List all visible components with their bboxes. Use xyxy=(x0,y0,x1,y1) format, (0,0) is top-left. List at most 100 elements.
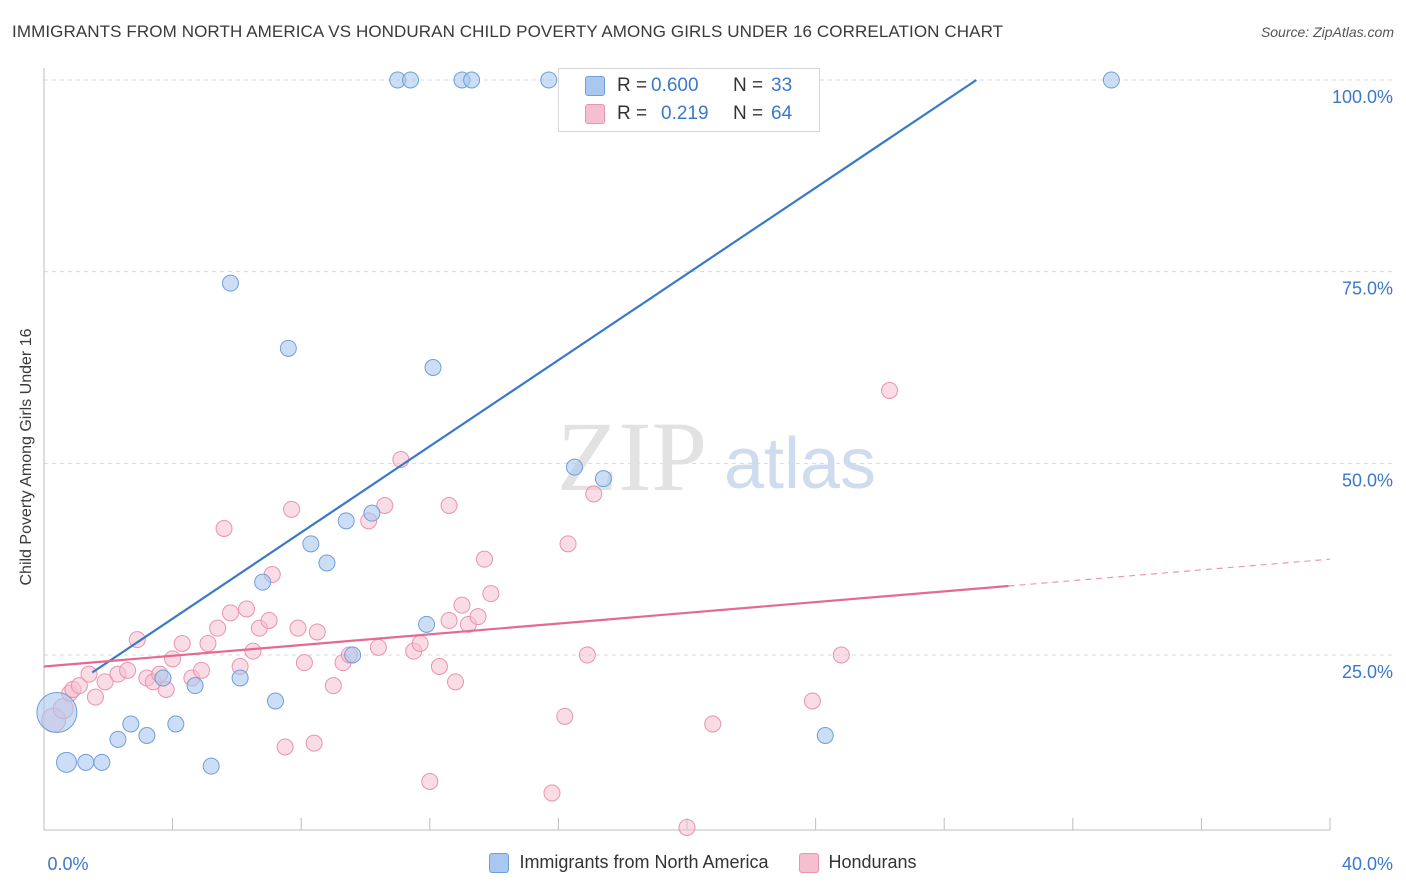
chart-title: IMMIGRANTS FROM NORTH AMERICA VS HONDURA… xyxy=(12,22,1004,41)
stats-swatch-blue xyxy=(585,76,605,96)
honduran-point xyxy=(803,692,821,710)
immigrant-point xyxy=(565,458,583,476)
trend-lines xyxy=(43,79,1331,674)
x-tick-label-min: 0.0% xyxy=(47,854,88,874)
legend-swatch-blue xyxy=(489,852,510,873)
immigrant-point xyxy=(221,274,239,292)
immigrant-point xyxy=(122,715,140,733)
watermark-zip: ZIP xyxy=(557,401,707,512)
honduran-point xyxy=(173,635,191,652)
honduran-point xyxy=(482,585,500,603)
honduran-point xyxy=(585,485,603,503)
honduran-point xyxy=(440,612,458,629)
immigrants-trend-line xyxy=(91,79,977,674)
immigrant-point xyxy=(186,677,204,695)
honduran-point xyxy=(453,596,471,614)
stats-swatch-pink xyxy=(585,104,605,124)
stats-n-value-blue: 33 xyxy=(771,75,793,96)
tick-labels: 25.0% 50.0% 75.0% 100.0% 0.0% 40.0% xyxy=(47,87,1393,874)
immigrant-point xyxy=(594,470,612,488)
legend-label-immigrants: Immigrants from North America xyxy=(519,852,769,872)
immigrant-point xyxy=(56,751,78,773)
legend-label-hondurans: Hondurans xyxy=(828,852,917,872)
immigrant-point xyxy=(36,692,78,733)
stats-n-label-blue: N = xyxy=(733,75,764,96)
immigrant-point xyxy=(540,71,558,89)
honduran-point xyxy=(80,665,98,683)
honduran-point xyxy=(96,673,114,691)
immigrant-point xyxy=(402,71,420,89)
immigrant-point xyxy=(202,757,220,775)
stats-box: R = 0.600 N = 33 R = 0.219 N = 64 xyxy=(558,68,820,132)
honduran-point xyxy=(469,608,487,626)
honduran-point xyxy=(324,677,342,695)
immigrant-point xyxy=(816,727,834,744)
honduran-point xyxy=(369,638,387,656)
honduran-point xyxy=(128,631,146,649)
immigrant-point xyxy=(1102,71,1120,89)
honduran-point xyxy=(578,646,596,664)
watermark: ZIP atlas xyxy=(557,401,876,512)
honduran-point xyxy=(283,500,301,518)
legend-item-hondurans[interactable]: Hondurans xyxy=(798,852,917,873)
honduran-point xyxy=(543,784,561,802)
immigrant-point xyxy=(231,669,249,687)
honduran-point xyxy=(164,650,182,668)
immigrant-point xyxy=(463,71,481,89)
immigrant-point xyxy=(254,573,272,591)
stats-r-label-blue: R = xyxy=(617,75,648,96)
honduran-point xyxy=(193,661,211,679)
hondurans-trend-extension xyxy=(1008,558,1331,587)
honduran-point xyxy=(260,612,278,629)
honduran-point xyxy=(295,654,313,672)
legend-item-immigrants[interactable]: Immigrants from North America xyxy=(489,852,769,873)
legend: Immigrants from North America Hondurans xyxy=(0,852,1406,873)
immigrant-point xyxy=(302,535,320,553)
honduran-point xyxy=(70,677,88,695)
honduran-point xyxy=(209,619,227,637)
stats-n-label-pink: N = xyxy=(733,103,764,124)
honduran-point xyxy=(276,738,294,756)
honduran-point xyxy=(704,715,722,733)
stats-n-value-pink: 64 xyxy=(771,103,793,124)
honduran-point xyxy=(475,550,493,568)
immigrant-point xyxy=(279,339,297,357)
x-tick-label-max: 40.0% xyxy=(1342,854,1393,874)
immigrant-point xyxy=(167,715,185,733)
honduran-point xyxy=(86,688,104,706)
immigrants-points xyxy=(36,71,1120,775)
watermark-atlas: atlas xyxy=(724,424,876,504)
honduran-point xyxy=(430,658,448,675)
honduran-point xyxy=(832,646,850,664)
honduran-point xyxy=(556,707,574,725)
immigrant-point xyxy=(109,730,127,748)
immigrant-point xyxy=(363,504,381,522)
honduran-point xyxy=(305,734,323,752)
honduran-point xyxy=(221,604,239,622)
honduran-point xyxy=(238,600,256,618)
immigrant-point xyxy=(418,615,436,633)
honduran-point xyxy=(678,819,696,836)
honduran-point xyxy=(289,619,307,637)
hondurans-trend-line xyxy=(43,584,1009,668)
immigrant-point xyxy=(77,753,95,771)
y-tick-label: 25.0% xyxy=(1342,662,1393,682)
immigrant-point xyxy=(93,753,111,771)
immigrant-point xyxy=(337,512,355,530)
honduran-point xyxy=(421,773,439,790)
immigrant-point xyxy=(318,554,336,572)
stats-r-value-blue: 0.600 xyxy=(651,75,699,96)
honduran-point xyxy=(308,623,326,641)
source-label: Source: ZipAtlas.com xyxy=(1260,24,1394,40)
y-tick-label: 100.0% xyxy=(1332,87,1393,107)
stats-r-label-pink: R = xyxy=(617,103,648,124)
stats-r-value-pink: 0.219 xyxy=(661,103,709,124)
immigrant-point xyxy=(344,646,362,664)
honduran-point xyxy=(559,535,577,553)
honduran-point xyxy=(244,642,262,660)
honduran-point xyxy=(440,497,458,514)
immigrant-point xyxy=(424,359,442,376)
honduran-point xyxy=(376,497,394,514)
honduran-point xyxy=(447,673,465,691)
